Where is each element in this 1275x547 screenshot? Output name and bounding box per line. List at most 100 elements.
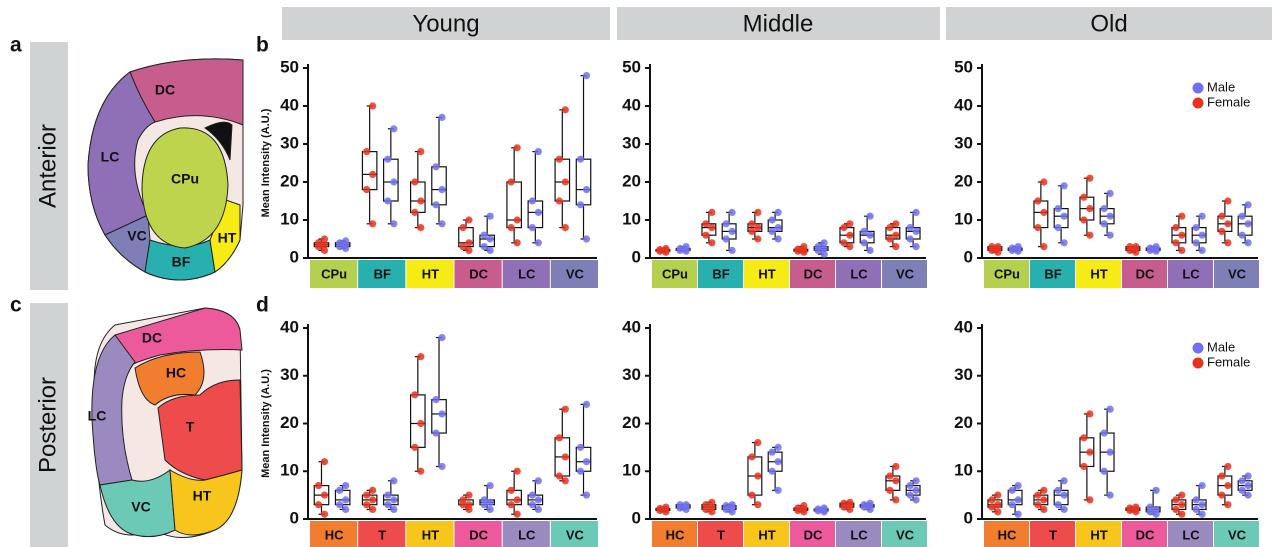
summary-dot <box>988 243 996 251</box>
summary-dot <box>754 472 762 480</box>
summary-dot <box>417 467 425 475</box>
region <box>169 469 243 536</box>
y-tick-label: 30 <box>280 133 299 152</box>
summary-dot <box>432 163 440 171</box>
summary-dot <box>1192 239 1200 247</box>
region <box>99 469 176 538</box>
summary-dot <box>1106 491 1114 499</box>
category-strip <box>310 260 358 288</box>
x-tick-label: HC <box>666 527 685 542</box>
summary-dot <box>363 501 371 509</box>
category-strip <box>1168 521 1213 547</box>
summary-dot <box>465 216 473 224</box>
summary-dot <box>774 208 782 216</box>
summary-dot <box>534 505 542 514</box>
summary-dot <box>994 243 1002 251</box>
category-strip <box>698 260 743 288</box>
category-strip <box>550 521 598 547</box>
category-strip <box>406 260 454 288</box>
header-bar <box>946 7 1272 40</box>
category-strip <box>310 521 358 547</box>
category-strip <box>1030 260 1075 288</box>
summary-dot <box>1034 501 1042 509</box>
summary-dot <box>1014 510 1022 518</box>
y-axis-label: Mean Intensity (A.U.) <box>260 369 272 478</box>
y-tick-label: 0 <box>632 508 641 527</box>
header-bar <box>282 7 610 40</box>
summary-dot <box>860 501 868 509</box>
summary-dot <box>892 220 900 228</box>
region-label: T <box>186 419 195 435</box>
summary-dot <box>1086 231 1094 239</box>
summary-dot <box>561 405 569 413</box>
summary-dot <box>384 155 392 163</box>
summary-dot <box>390 178 398 186</box>
summary-dot <box>1080 216 1088 224</box>
x-tick-label: VC <box>566 527 585 542</box>
y-tick-label: 0 <box>964 508 973 527</box>
summary-dot <box>860 239 868 247</box>
summary-dot <box>555 434 563 442</box>
x-tick-label: VC <box>566 266 585 281</box>
summary-dot <box>1060 505 1068 514</box>
region <box>209 199 241 273</box>
x-tick-label: DC <box>1136 527 1155 542</box>
summary-dot <box>513 496 521 504</box>
summary-dot <box>1198 212 1206 220</box>
summary-dot <box>1224 462 1232 471</box>
summary-dot <box>411 391 419 399</box>
region-label: BF <box>172 254 191 270</box>
summary-dot <box>582 400 591 408</box>
summary-dot <box>722 220 730 228</box>
summary-dot <box>390 505 398 514</box>
summary-dot <box>1132 243 1140 251</box>
y-tick-label: 30 <box>954 365 973 384</box>
x-tick-label: DC <box>804 527 823 542</box>
summary-dot <box>702 220 710 228</box>
summary-dot <box>411 208 419 216</box>
category-strip <box>882 521 927 547</box>
summary-dot <box>513 239 521 247</box>
legend-marker <box>1192 97 1204 109</box>
summary-dot <box>1238 231 1246 239</box>
summary-dot <box>438 186 446 194</box>
region-label: DC <box>142 330 162 346</box>
summary-dot <box>1238 477 1246 485</box>
x-tick-label: LC <box>1182 266 1200 281</box>
summary-dot <box>1034 197 1042 205</box>
summary-dot <box>384 501 392 509</box>
anterior-diagram: DC LC CPu VC BF HT <box>87 58 244 281</box>
summary-dot <box>846 220 854 228</box>
summary-dot <box>682 501 690 509</box>
y-tick-label: 50 <box>622 57 641 76</box>
summary-dot <box>1152 486 1160 494</box>
x-tick-label: VC <box>896 527 915 542</box>
summary-dot <box>1034 224 1042 232</box>
column-header: Old <box>1090 10 1127 37</box>
summary-dot <box>342 505 350 514</box>
summary-dot <box>994 508 1002 516</box>
summary-dot <box>561 477 569 485</box>
summary-dot <box>1146 503 1154 511</box>
category-strip <box>984 521 1029 547</box>
box <box>575 158 592 206</box>
summary-dot <box>768 448 776 456</box>
region-label: VC <box>127 228 146 244</box>
summary-dot <box>906 481 914 490</box>
summary-dot <box>1244 481 1252 490</box>
x-tick-label: HT <box>1090 266 1107 281</box>
summary-dot <box>860 227 868 235</box>
summary-dot <box>369 496 377 504</box>
summary-dot <box>754 224 762 232</box>
x-tick-label: HT <box>758 527 775 542</box>
summary-dot <box>1244 491 1252 499</box>
region <box>114 307 243 369</box>
summary-dot <box>582 186 591 194</box>
x-tick-label: T <box>1049 527 1057 542</box>
y-tick-label: 30 <box>280 365 299 384</box>
summary-dot <box>369 170 377 178</box>
y-tick-label: 0 <box>290 508 299 527</box>
category-strip <box>744 521 789 547</box>
summary-dot <box>1086 174 1094 182</box>
